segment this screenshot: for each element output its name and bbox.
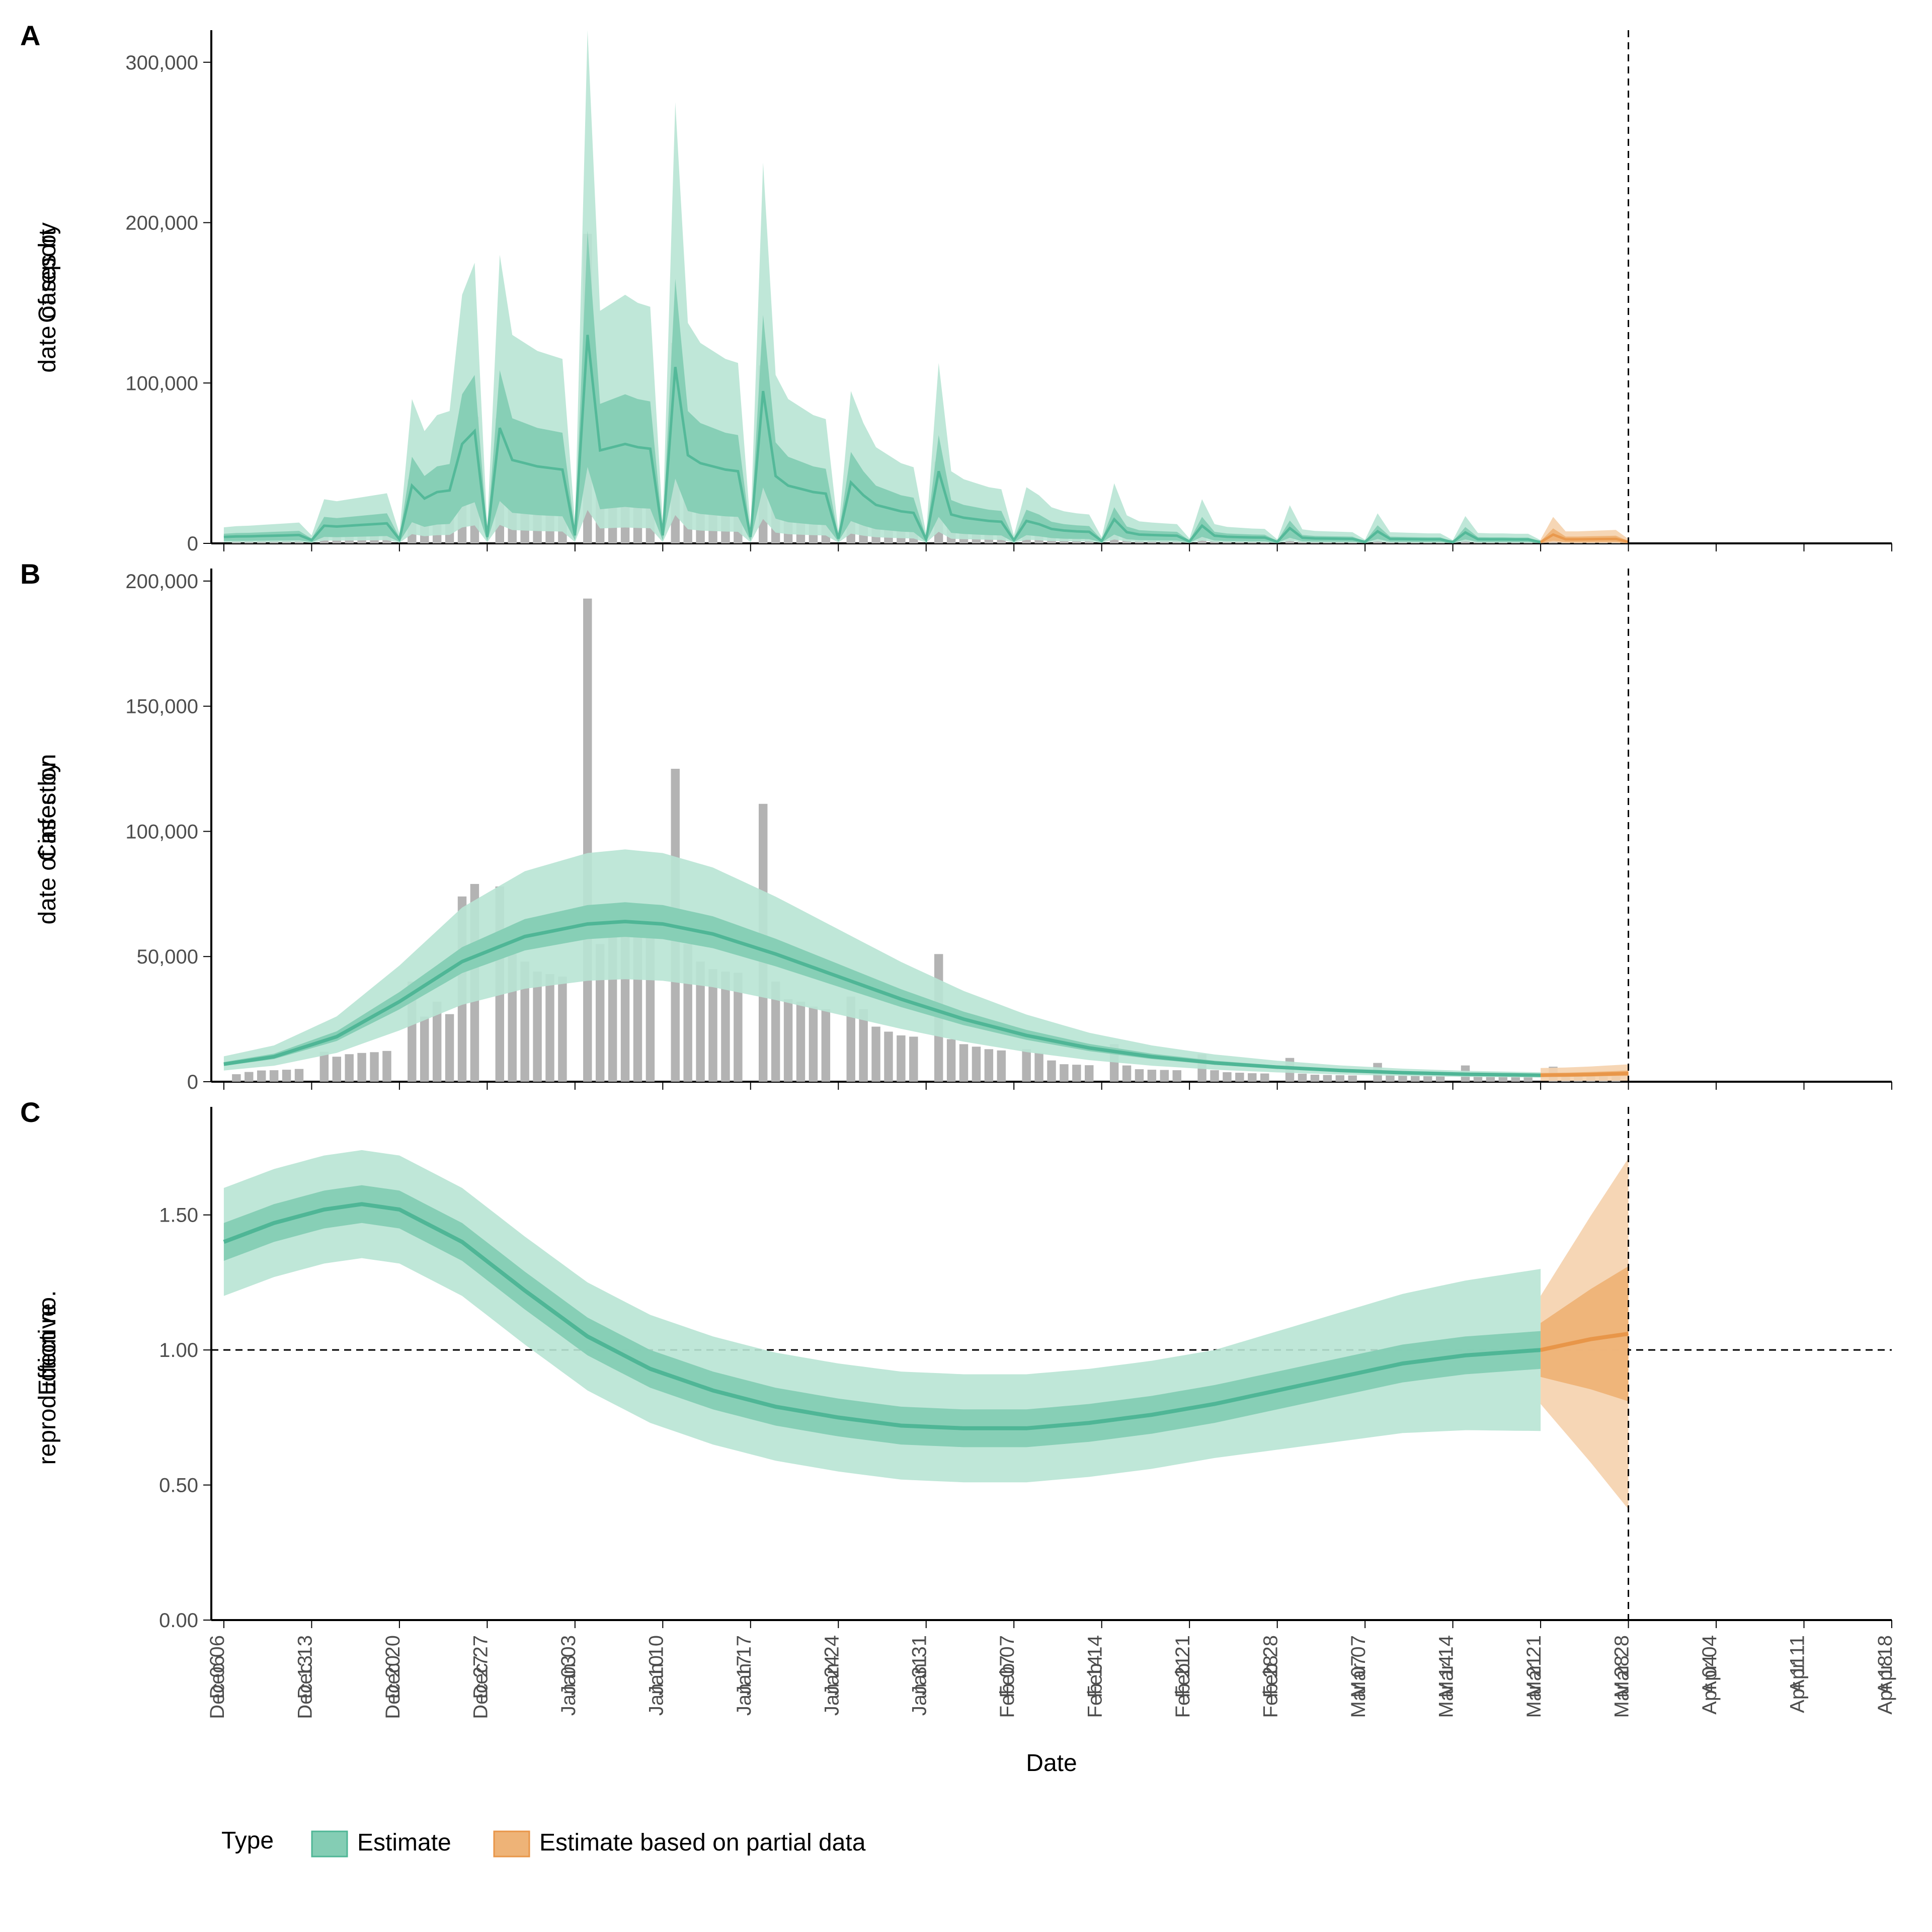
legend-swatch: [494, 1831, 529, 1857]
svg-text:Feb 21: Feb 21: [1172, 1635, 1194, 1698]
svg-text:Mar 07: Mar 07: [1347, 1635, 1370, 1698]
svg-text:0: 0: [187, 1071, 198, 1093]
svg-text:Dec 06: Dec 06: [206, 1635, 228, 1699]
svg-text:reproduction no.: reproduction no.: [34, 1291, 61, 1465]
svg-text:Mar 21: Mar 21: [1523, 1635, 1545, 1698]
svg-text:C: C: [20, 1096, 40, 1128]
svg-text:Mar 14: Mar 14: [1435, 1635, 1458, 1698]
panel-A: ACases bydate of report0100,000200,00030…: [20, 20, 1892, 555]
figure-svg: ACases bydate of report0100,000200,00030…: [0, 0, 1932, 1932]
svg-text:Jan 03: Jan 03: [557, 1635, 580, 1696]
svg-text:Jan 24: Jan 24: [821, 1635, 843, 1696]
svg-text:150,000: 150,000: [125, 696, 198, 718]
svg-text:A: A: [20, 20, 40, 51]
svg-text:Feb 07: Feb 07: [996, 1635, 1018, 1698]
svg-text:Jan 10: Jan 10: [645, 1635, 667, 1696]
svg-text:date of infection: date of infection: [34, 754, 61, 925]
svg-text:date of report: date of report: [34, 229, 61, 373]
panel-B: BCases bydate of infection050,000100,000…: [20, 558, 1892, 1093]
svg-text:Apr 04: Apr 04: [1699, 1635, 1721, 1695]
legend: Type Estimate Estimate based on partial da…: [221, 1827, 866, 1857]
svg-text:Date: Date: [1026, 1750, 1077, 1777]
svg-text:Jan 17: Jan 17: [733, 1635, 755, 1696]
svg-text:Estimate: Estimate: [357, 1829, 451, 1856]
svg-text:0: 0: [187, 533, 198, 555]
svg-text:0.00: 0.00: [159, 1609, 198, 1632]
svg-text:Apr 11: Apr 11: [1787, 1635, 1809, 1693]
svg-text:200,000: 200,000: [125, 212, 198, 234]
svg-text:Dec 27: Dec 27: [469, 1635, 492, 1699]
panel-C: CEffectivereproduction no.0.000.501.001.…: [20, 1096, 1892, 1632]
legend-swatch: [312, 1831, 347, 1857]
svg-text:B: B: [20, 558, 40, 590]
svg-text:100,000: 100,000: [125, 821, 198, 843]
svg-text:1.00: 1.00: [159, 1339, 198, 1361]
chart-container: ACases bydate of report0100,000200,00030…: [0, 0, 1932, 1932]
svg-text:Dec 20: Dec 20: [382, 1635, 404, 1699]
svg-text:200,000: 200,000: [125, 571, 198, 593]
svg-text:Estimate based on partial data: Estimate based on partial data: [539, 1829, 866, 1856]
svg-text:Apr 18: Apr 18: [1874, 1635, 1896, 1695]
svg-text:Mar 28: Mar 28: [1611, 1635, 1633, 1698]
svg-text:1.50: 1.50: [159, 1204, 198, 1227]
svg-text:300,000: 300,000: [125, 52, 198, 74]
svg-text:Jan 31: Jan 31: [909, 1635, 931, 1696]
svg-text:Feb 14: Feb 14: [1084, 1635, 1106, 1698]
svg-text:Dec 13: Dec 13: [294, 1635, 316, 1699]
svg-text:0.50: 0.50: [159, 1475, 198, 1497]
svg-text:Feb 28: Feb 28: [1260, 1635, 1282, 1698]
svg-text:50,000: 50,000: [137, 946, 198, 968]
svg-text:100,000: 100,000: [125, 372, 198, 394]
svg-text:Type: Type: [221, 1827, 274, 1854]
